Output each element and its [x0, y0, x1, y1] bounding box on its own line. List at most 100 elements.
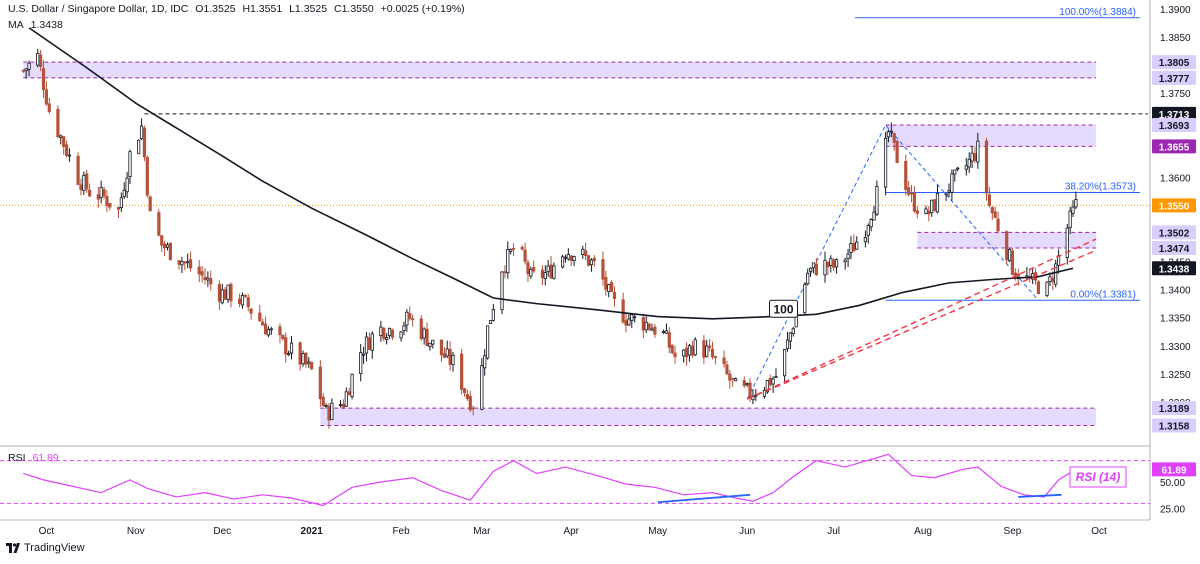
candle-body — [604, 277, 608, 290]
candle-body — [361, 353, 366, 356]
candle-body — [246, 297, 250, 308]
time-tick-label: Dec — [213, 526, 231, 537]
candle-body — [139, 125, 144, 140]
candle-body — [310, 361, 314, 370]
candle-body — [907, 187, 911, 195]
candle-body — [298, 342, 302, 365]
candle-body — [102, 189, 106, 197]
candle-body — [445, 348, 449, 357]
candle-body — [915, 210, 919, 214]
candle-body — [610, 282, 614, 292]
rsi-value-tag-label: 61.89 — [1161, 465, 1186, 476]
time-tick-label: 2021 — [301, 526, 324, 537]
ma-header: MA 1.3438 — [8, 19, 67, 31]
price-axis-tag-label: 1.3502 — [1159, 228, 1190, 239]
candle-body — [180, 261, 184, 266]
candle-body — [684, 347, 689, 358]
candle-body — [385, 337, 389, 340]
candle-body — [24, 68, 28, 72]
candle-body — [203, 276, 207, 280]
candle-body — [705, 345, 709, 357]
candle-body — [223, 289, 227, 300]
candle-body — [708, 345, 712, 349]
candle-body — [970, 152, 974, 162]
candle-body — [875, 186, 879, 215]
candle-body — [1010, 250, 1015, 276]
candle-body — [673, 352, 677, 358]
candle-body — [116, 207, 121, 210]
candle-body — [488, 320, 493, 325]
candle-body — [491, 309, 495, 321]
candle-body — [145, 157, 149, 196]
candle-body — [289, 342, 294, 354]
candle-body — [168, 242, 172, 261]
candle-body — [653, 326, 657, 335]
candle-body — [973, 153, 977, 161]
candle-body — [956, 167, 960, 170]
low-value: L1.3525 — [289, 3, 328, 15]
close-value: C1.3550 — [333, 3, 374, 15]
time-tick-label: Oct — [39, 526, 55, 537]
candle-body — [425, 328, 429, 347]
candle-body — [266, 328, 271, 336]
candle-body — [924, 208, 928, 214]
open-value: O1.3525 — [195, 3, 236, 15]
candle-body — [237, 298, 242, 304]
candle-body — [160, 235, 164, 246]
candle-body — [125, 177, 129, 193]
candle-body — [44, 89, 48, 105]
candle-body — [529, 269, 533, 277]
candle-body — [722, 357, 726, 365]
price-axis-tag — [1152, 106, 1196, 121]
candle-body — [791, 328, 795, 335]
candle-body — [186, 261, 190, 264]
candle-body — [803, 284, 807, 314]
candle-body — [261, 321, 265, 326]
candle-body — [137, 139, 141, 155]
candle-body — [690, 345, 694, 356]
time-tick-label: Jun — [739, 526, 755, 537]
candle-body — [849, 243, 853, 253]
candle-body — [523, 249, 527, 262]
candle-body — [889, 130, 893, 133]
candle-body — [872, 211, 876, 221]
price-axis-tag — [1152, 401, 1196, 416]
candle-body — [148, 196, 152, 212]
candle-body — [200, 271, 204, 276]
candle-body — [82, 174, 86, 191]
candle-body — [1005, 231, 1009, 261]
candle-body — [307, 361, 311, 364]
candle-body — [347, 391, 351, 396]
candle-body — [950, 173, 954, 193]
candle-body — [1065, 227, 1069, 258]
candle-body — [462, 388, 467, 394]
candle-body — [301, 353, 305, 365]
candle-body — [229, 283, 233, 302]
candle-body — [47, 103, 51, 112]
price-axis-tag — [1152, 198, 1196, 213]
candle-body — [480, 365, 484, 410]
candle-body — [330, 402, 334, 420]
candle-body — [165, 244, 170, 248]
candle-body — [197, 266, 201, 275]
candle-body — [1045, 281, 1049, 296]
zone-box — [320, 408, 1097, 426]
candle-body — [912, 192, 917, 212]
candle-body — [486, 325, 490, 359]
candle-body — [1071, 206, 1075, 214]
candle-body — [419, 318, 423, 340]
candle-body — [633, 316, 637, 319]
candle-body — [572, 256, 576, 261]
candle-body — [863, 237, 867, 243]
time-tick-label: Apr — [563, 526, 579, 537]
candle-body — [163, 243, 167, 249]
price-axis-tag-label: 1.3474 — [1159, 244, 1190, 255]
candle-body — [509, 249, 513, 252]
rsi-divergence-line — [1018, 493, 1062, 498]
fib-level-label: 100.00%(1.3884) — [1059, 7, 1136, 18]
price-axis-tag-label: 1.3777 — [1159, 74, 1190, 85]
tradingview-logo[interactable]: TradingView — [6, 542, 85, 554]
price-tick-label: 1.3600 — [1160, 173, 1191, 184]
